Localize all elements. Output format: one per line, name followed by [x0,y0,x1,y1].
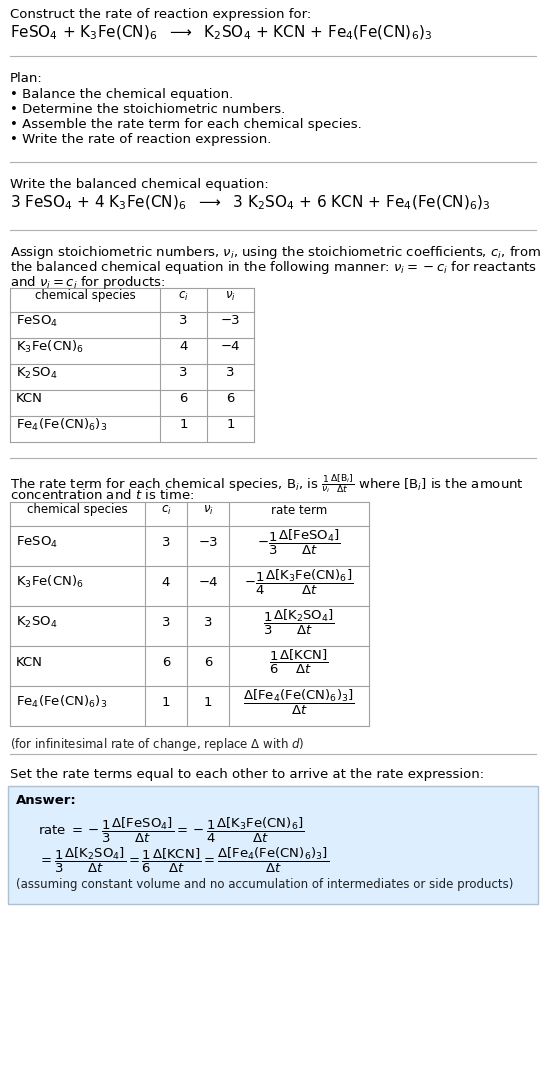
Text: KCN: KCN [16,655,43,669]
Text: Answer:: Answer: [16,794,77,807]
Text: 1: 1 [179,418,188,432]
Bar [8,786,538,904]
Text: 6: 6 [162,655,170,669]
Text: 3: 3 [179,367,188,379]
Text: 6: 6 [179,392,188,405]
Text: FeSO$_4$: FeSO$_4$ [16,313,58,328]
Text: 3: 3 [226,367,235,379]
Text: Write the balanced chemical equation:: Write the balanced chemical equation: [10,178,269,191]
Text: Set the rate terms equal to each other to arrive at the rate expression:: Set the rate terms equal to each other t… [10,768,484,781]
Text: 1: 1 [162,696,170,709]
Text: FeSO$_4$: FeSO$_4$ [16,535,58,550]
Text: • Write the rate of reaction expression.: • Write the rate of reaction expression. [10,133,271,146]
Text: • Assemble the rate term for each chemical species.: • Assemble the rate term for each chemic… [10,118,362,131]
Text: K$_2$SO$_4$: K$_2$SO$_4$ [16,366,57,381]
Text: 3: 3 [162,615,170,628]
Text: 3 FeSO$_4$ + 4 K$_3$Fe(CN)$_6$  $\longrightarrow$  3 K$_2$SO$_4$ + 6 KCN + Fe$_4: 3 FeSO$_4$ + 4 K$_3$Fe(CN)$_6$ $\longrig… [10,194,490,212]
Text: Plan:: Plan: [10,72,43,85]
Text: K$_3$Fe(CN)$_6$: K$_3$Fe(CN)$_6$ [16,339,84,355]
Text: rate term: rate term [271,504,327,517]
Text: $= \dfrac{1}{3}\dfrac{\Delta[\mathrm{K_2SO_4}]}{\Delta t} = \dfrac{1}{6}\dfrac{\: $= \dfrac{1}{3}\dfrac{\Delta[\mathrm{K_2… [38,846,329,875]
Text: −4: −4 [198,576,218,589]
Text: (for infinitesimal rate of change, replace Δ with $d$): (for infinitesimal rate of change, repla… [10,736,305,753]
Text: • Determine the stoichiometric numbers.: • Determine the stoichiometric numbers. [10,103,285,116]
Text: Fe$_4$(Fe(CN)$_6$)$_3$: Fe$_4$(Fe(CN)$_6$)$_3$ [16,694,108,710]
Text: $\dfrac{1}{3}\dfrac{\Delta[\mathrm{K_2SO_4}]}{\Delta t}$: $\dfrac{1}{3}\dfrac{\Delta[\mathrm{K_2SO… [263,608,335,637]
Text: 4: 4 [179,341,188,354]
Text: $-\dfrac{1}{4}\dfrac{\Delta[\mathrm{K_3Fe(CN)_6}]}{\Delta t}$: $-\dfrac{1}{4}\dfrac{\Delta[\mathrm{K_3F… [245,567,354,597]
Text: KCN: KCN [16,392,43,405]
Text: $\dfrac{1}{6}\dfrac{\Delta[\mathrm{KCN}]}{\Delta t}$: $\dfrac{1}{6}\dfrac{\Delta[\mathrm{KCN}]… [269,647,329,676]
Text: $-\dfrac{1}{3}\dfrac{\Delta[\mathrm{FeSO_4}]}{\Delta t}$: $-\dfrac{1}{3}\dfrac{\Delta[\mathrm{FeSO… [257,527,341,556]
Text: and $\nu_i = c_i$ for products:: and $\nu_i = c_i$ for products: [10,274,165,291]
Text: 6: 6 [204,655,212,669]
Text: the balanced chemical equation in the following manner: $\nu_i = -c_i$ for react: the balanced chemical equation in the fo… [10,259,537,276]
Text: FeSO$_4$ + K$_3$Fe(CN)$_6$  $\longrightarrow$  K$_2$SO$_4$ + KCN + Fe$_4$(Fe(CN): FeSO$_4$ + K$_3$Fe(CN)$_6$ $\longrightar… [10,24,432,43]
Text: Fe$_4$(Fe(CN)$_6$)$_3$: Fe$_4$(Fe(CN)$_6$)$_3$ [16,417,108,433]
Text: $\dfrac{\Delta[\mathrm{Fe_4(Fe(CN)_6)_3}]}{\Delta t}$: $\dfrac{\Delta[\mathrm{Fe_4(Fe(CN)_6)_3}… [243,687,355,716]
Text: K$_2$SO$_4$: K$_2$SO$_4$ [16,614,57,629]
Text: (assuming constant volume and no accumulation of intermediates or side products): (assuming constant volume and no accumul… [16,878,513,891]
Text: 3: 3 [204,615,212,628]
Text: concentration and $t$ is time:: concentration and $t$ is time: [10,488,194,502]
Text: −3: −3 [198,536,218,549]
Text: 1: 1 [226,418,235,432]
Text: chemical species: chemical species [27,504,128,517]
Text: • Balance the chemical equation.: • Balance the chemical equation. [10,88,233,101]
Text: 3: 3 [162,536,170,549]
Text: The rate term for each chemical species, B$_i$, is $\frac{1}{\nu_i}\frac{\Delta[: The rate term for each chemical species,… [10,472,524,495]
Text: chemical species: chemical species [34,289,135,302]
Text: 3: 3 [179,314,188,328]
Text: $\nu_i$: $\nu_i$ [225,289,236,302]
Text: 4: 4 [162,576,170,589]
Text: −4: −4 [221,341,240,354]
Text: $\nu_i$: $\nu_i$ [203,504,213,517]
Text: −3: −3 [221,314,240,328]
Text: Construct the rate of reaction expression for:: Construct the rate of reaction expressio… [10,8,311,21]
Text: rate $= -\dfrac{1}{3}\dfrac{\Delta[\mathrm{FeSO_4}]}{\Delta t} = -\dfrac{1}{4}\d: rate $= -\dfrac{1}{3}\dfrac{\Delta[\math… [38,816,305,845]
Text: K$_3$Fe(CN)$_6$: K$_3$Fe(CN)$_6$ [16,574,84,590]
Text: 6: 6 [226,392,235,405]
Text: $c_i$: $c_i$ [161,504,171,517]
Text: 1: 1 [204,696,212,709]
Text: Assign stoichiometric numbers, $\nu_i$, using the stoichiometric coefficients, $: Assign stoichiometric numbers, $\nu_i$, … [10,244,541,260]
Text: $c_i$: $c_i$ [178,289,189,302]
